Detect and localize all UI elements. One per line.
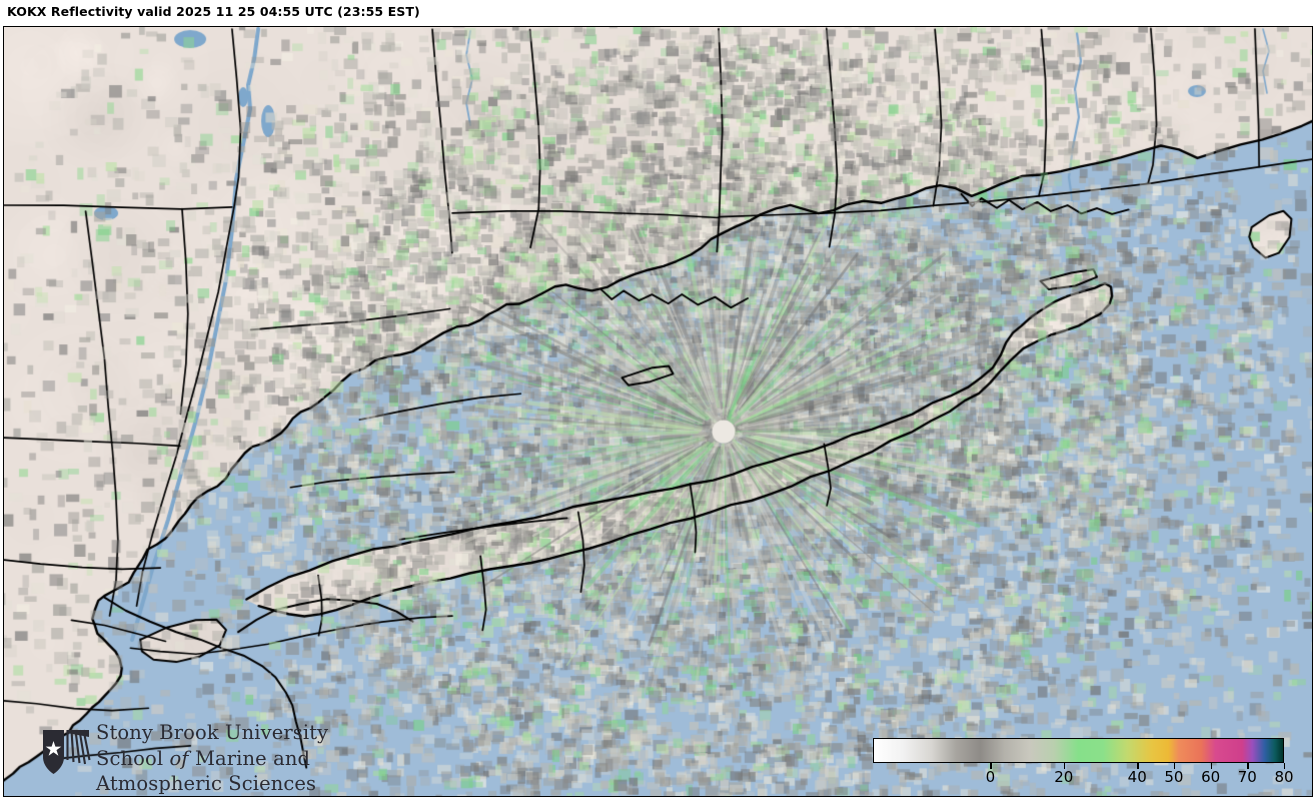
- logo-line-1: Stony Brook University: [96, 721, 329, 744]
- reflectivity-colorbar[interactable]: 0 20 40 50 60 70 80: [870, 732, 1294, 796]
- colorbar-tick-label: 70: [1237, 768, 1257, 786]
- title-bar: KOKX Reflectivity valid 2025 11 25 04:55…: [0, 0, 1316, 26]
- colorbar-tick: [1284, 763, 1286, 769]
- radar-map-frame[interactable]: Stony Brook University School of Marine …: [3, 26, 1313, 797]
- logo-line-2-italic: of: [169, 746, 189, 770]
- colorbar-tick: [1063, 763, 1066, 769]
- colorbar-tick-label: 60: [1201, 768, 1221, 786]
- colorbar-tick: [990, 763, 992, 769]
- colorbar-tick-label: 20: [1054, 768, 1074, 786]
- colorbar-ticks: [873, 763, 1286, 769]
- colorbar-tick-label: 80: [1274, 768, 1294, 786]
- colorbar-tick-label: 0: [985, 768, 996, 786]
- colorbar-gradient[interactable]: [873, 738, 1284, 763]
- colorbar-tick: [1137, 763, 1139, 769]
- radar-map-canvas[interactable]: [4, 27, 1312, 796]
- stony-brook-logo-text: Stony Brook University School of Marine …: [96, 720, 329, 796]
- logo-line-3: Atmospheric Sciences: [96, 772, 317, 795]
- stony-brook-logo: Stony Brook University School of Marine …: [40, 717, 329, 796]
- logo-line-2: School of Marine and: [96, 746, 311, 772]
- stony-brook-shield-icon: [43, 729, 91, 774]
- colorbar-tick: [1247, 763, 1249, 769]
- colorbar-tick-label: 40: [1127, 768, 1147, 786]
- logo-line-2b: Marine and: [188, 746, 311, 770]
- colorbar-tick: [1210, 763, 1212, 769]
- colorbar-tick: [1173, 763, 1176, 769]
- logo-line-2a: School: [96, 746, 170, 770]
- colorbar-tick-labels: 0 20 40 50 60 70 80: [873, 768, 1294, 790]
- colorbar-tick-label: 50: [1164, 768, 1184, 786]
- page-title: KOKX Reflectivity valid 2025 11 25 04:55…: [7, 4, 420, 19]
